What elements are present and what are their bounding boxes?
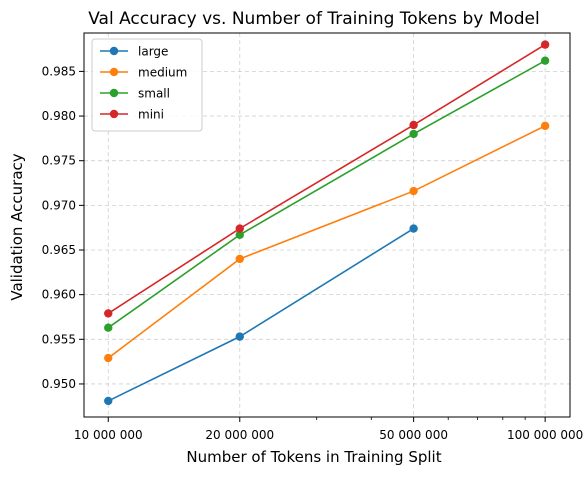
y-tick-label-7: 0.985	[42, 64, 76, 78]
y-tick-label-2: 0.960	[42, 288, 76, 302]
legend-marker-small	[109, 88, 119, 98]
axis-layer: 10 000 000 20 000 000 50 000 000 100 000 00…	[42, 64, 584, 442]
y-tick-label-1: 0.955	[42, 332, 76, 346]
data-point-small-2	[409, 129, 418, 139]
legend-marker-large	[109, 46, 119, 56]
y-tick-label-0: 0.950	[42, 377, 76, 391]
data-point-mini-1	[235, 224, 244, 233]
data-point-large-2	[409, 224, 418, 233]
data-point-mini-3	[540, 40, 550, 49]
y-tick-label-3: 0.965	[42, 243, 76, 257]
data-point-large-0	[104, 396, 113, 406]
x-tick-label-1: 20 000 000	[205, 428, 274, 442]
data-point-small-3	[540, 56, 550, 65]
x-axis-label: Number of Tokens in Training Split	[186, 448, 441, 466]
data-point-medium-2	[409, 186, 418, 196]
legend-marker-mini	[109, 109, 119, 119]
x-tick-label-0: 10 000 000	[74, 428, 143, 442]
legend-label-large: large	[138, 45, 168, 59]
legend-label-medium: medium	[138, 66, 187, 80]
data-point-large-1	[235, 332, 244, 341]
series-layer	[104, 40, 550, 406]
y-tick-label-5: 0.975	[42, 154, 76, 168]
legend-marker-medium	[109, 67, 119, 77]
legend-label-mini: mini	[138, 108, 164, 122]
data-point-small-0	[104, 323, 113, 332]
legend-box	[91, 38, 203, 132]
data-point-small-1	[235, 230, 244, 240]
data-point-medium-1	[235, 254, 244, 264]
legend: large medium small mini	[91, 38, 203, 132]
x-tick-label-3: 100 000 000	[507, 428, 583, 442]
y-tick-label-4: 0.970	[42, 198, 76, 212]
y-tick-label-6: 0.980	[42, 109, 76, 123]
data-point-medium-0	[104, 353, 113, 363]
x-tick-label-2: 50 000 000	[379, 428, 448, 442]
data-point-medium-3	[540, 121, 550, 131]
y-axis-label: Validation Accuracy	[8, 153, 26, 300]
data-point-mini-2	[409, 120, 418, 130]
legend-label-small: small	[138, 87, 170, 101]
data-point-mini-0	[104, 309, 113, 318]
chart-title: Val Accuracy vs. Number of Training Toke…	[88, 9, 540, 29]
series-line-small	[107, 59, 546, 329]
series-line-mini	[107, 43, 546, 315]
plot-frame	[83, 32, 571, 418]
series-line-medium	[107, 125, 546, 359]
